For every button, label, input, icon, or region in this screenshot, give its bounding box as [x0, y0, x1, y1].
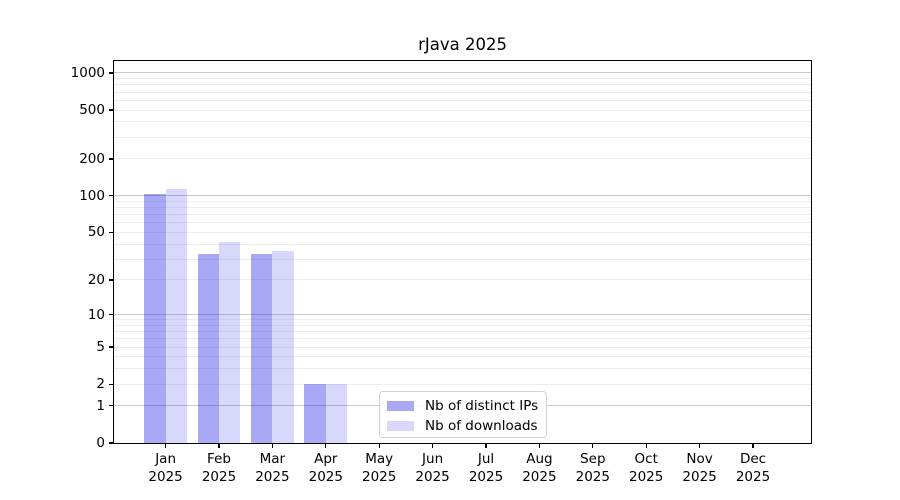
- x-tick-mark: [538, 444, 540, 448]
- x-tick-mark: [432, 444, 434, 448]
- y-tick-mark: [109, 313, 113, 316]
- gridline-minor: [114, 99, 811, 101]
- gridline-minor: [114, 356, 811, 358]
- y-tick-mark: [109, 231, 113, 233]
- bar-downloads-mar-2025: [272, 251, 294, 443]
- y-tick-label: 0: [96, 435, 105, 451]
- gridline-minor: [114, 91, 811, 93]
- y-tick-label: 1000: [70, 64, 105, 81]
- y-tick-label: 1: [96, 397, 105, 414]
- x-tick-mark: [485, 444, 487, 448]
- x-tick-mark: [645, 444, 647, 448]
- gridline-minor: [114, 207, 811, 209]
- gridline-minor: [114, 231, 811, 233]
- x-tick-mark: [218, 444, 220, 448]
- y-tick-mark: [109, 346, 113, 348]
- gridline-minor: [114, 84, 811, 86]
- bar-distinct-ips-apr-2025: [304, 384, 326, 443]
- gridline-minor: [114, 319, 811, 321]
- gridline-minor: [114, 346, 811, 348]
- bar-distinct-ips-mar-2025: [251, 254, 273, 443]
- gridline-major: [114, 314, 811, 316]
- x-tick-label-sep: Sep 2025: [575, 451, 610, 485]
- gridline-major: [114, 72, 811, 74]
- y-tick-label: 10: [87, 306, 105, 323]
- y-tick-mark: [109, 109, 113, 111]
- x-tick-label-mar: Mar 2025: [255, 451, 290, 485]
- plot-area: [113, 60, 812, 444]
- x-tick-mark: [699, 444, 701, 448]
- legend-item-distinct-ips: Nb of distinct IPs: [387, 396, 546, 415]
- legend: Nb of distinct IPs Nb of downloads: [379, 391, 547, 438]
- x-tick-mark: [271, 444, 273, 448]
- x-tick-mark: [752, 444, 754, 448]
- gridline-minor: [114, 258, 811, 260]
- y-tick-mark: [109, 158, 113, 160]
- y-tick-label: 20: [87, 271, 105, 288]
- x-tick-label-jun: Jun 2025: [415, 451, 450, 485]
- gridline-minor: [114, 331, 811, 333]
- bar-downloads-feb-2025: [219, 241, 241, 443]
- x-tick-mark: [325, 444, 327, 448]
- x-tick-label-feb: Feb 2025: [201, 451, 237, 485]
- gridline-minor: [114, 214, 811, 216]
- y-tick-label: 50: [87, 224, 105, 241]
- gridline-minor: [114, 383, 811, 385]
- gridline-major: [114, 195, 811, 197]
- x-tick-label-may: May 2025: [362, 451, 397, 485]
- bar-distinct-ips-jan-2025: [144, 194, 166, 443]
- gridline-minor: [114, 200, 811, 202]
- y-tick-label: 2: [96, 376, 105, 393]
- y-tick-label: 500: [79, 102, 105, 119]
- x-tick-label-jan: Jan 2025: [148, 451, 183, 485]
- y-tick-mark: [109, 279, 113, 281]
- y-tick-label: 5: [96, 339, 105, 356]
- legend-item-downloads: Nb of downloads: [387, 416, 546, 435]
- bar-downloads-apr-2025: [325, 384, 348, 443]
- legend-swatch-icon: [387, 420, 414, 431]
- x-tick-label-nov: Nov 2025: [682, 451, 717, 485]
- gridline-minor: [114, 158, 811, 160]
- gridline-minor: [114, 368, 811, 370]
- x-tick-label-dec: Dec 2025: [735, 451, 771, 485]
- gridline-minor: [114, 121, 811, 123]
- gridline-minor: [114, 324, 811, 326]
- gridline-minor: [114, 78, 811, 80]
- gridline-minor: [114, 109, 811, 111]
- gridline-minor: [114, 222, 811, 224]
- x-tick-label-apr: Apr 2025: [308, 451, 343, 485]
- x-tick-label-aug: Aug 2025: [522, 451, 557, 485]
- legend-label: Nb of downloads: [425, 417, 538, 434]
- bar-distinct-ips-feb-2025: [197, 254, 219, 443]
- y-tick-label: 200: [79, 150, 105, 167]
- y-tick-mark: [109, 195, 113, 197]
- y-tick-mark: [109, 442, 113, 444]
- legend-swatch-icon: [387, 400, 414, 411]
- y-tick-label: 100: [79, 187, 105, 204]
- x-tick-label-jul: Jul 2025: [468, 451, 504, 485]
- x-tick-mark: [592, 444, 594, 448]
- x-tick-mark: [165, 444, 167, 448]
- x-tick-mark: [378, 444, 380, 448]
- legend-label: Nb of distinct IPs: [425, 397, 539, 414]
- y-tick-mark: [109, 405, 113, 407]
- chart-title: rJava 2025: [418, 35, 507, 54]
- gridline-minor: [114, 136, 811, 138]
- gridline-minor: [114, 338, 811, 340]
- x-tick-label-oct: Oct 2025: [629, 451, 664, 485]
- y-tick-mark: [109, 383, 113, 385]
- gridline-minor: [114, 279, 811, 281]
- bar-downloads-jan-2025: [165, 189, 187, 443]
- y-tick-mark: [109, 72, 113, 74]
- gridline-minor: [114, 243, 811, 245]
